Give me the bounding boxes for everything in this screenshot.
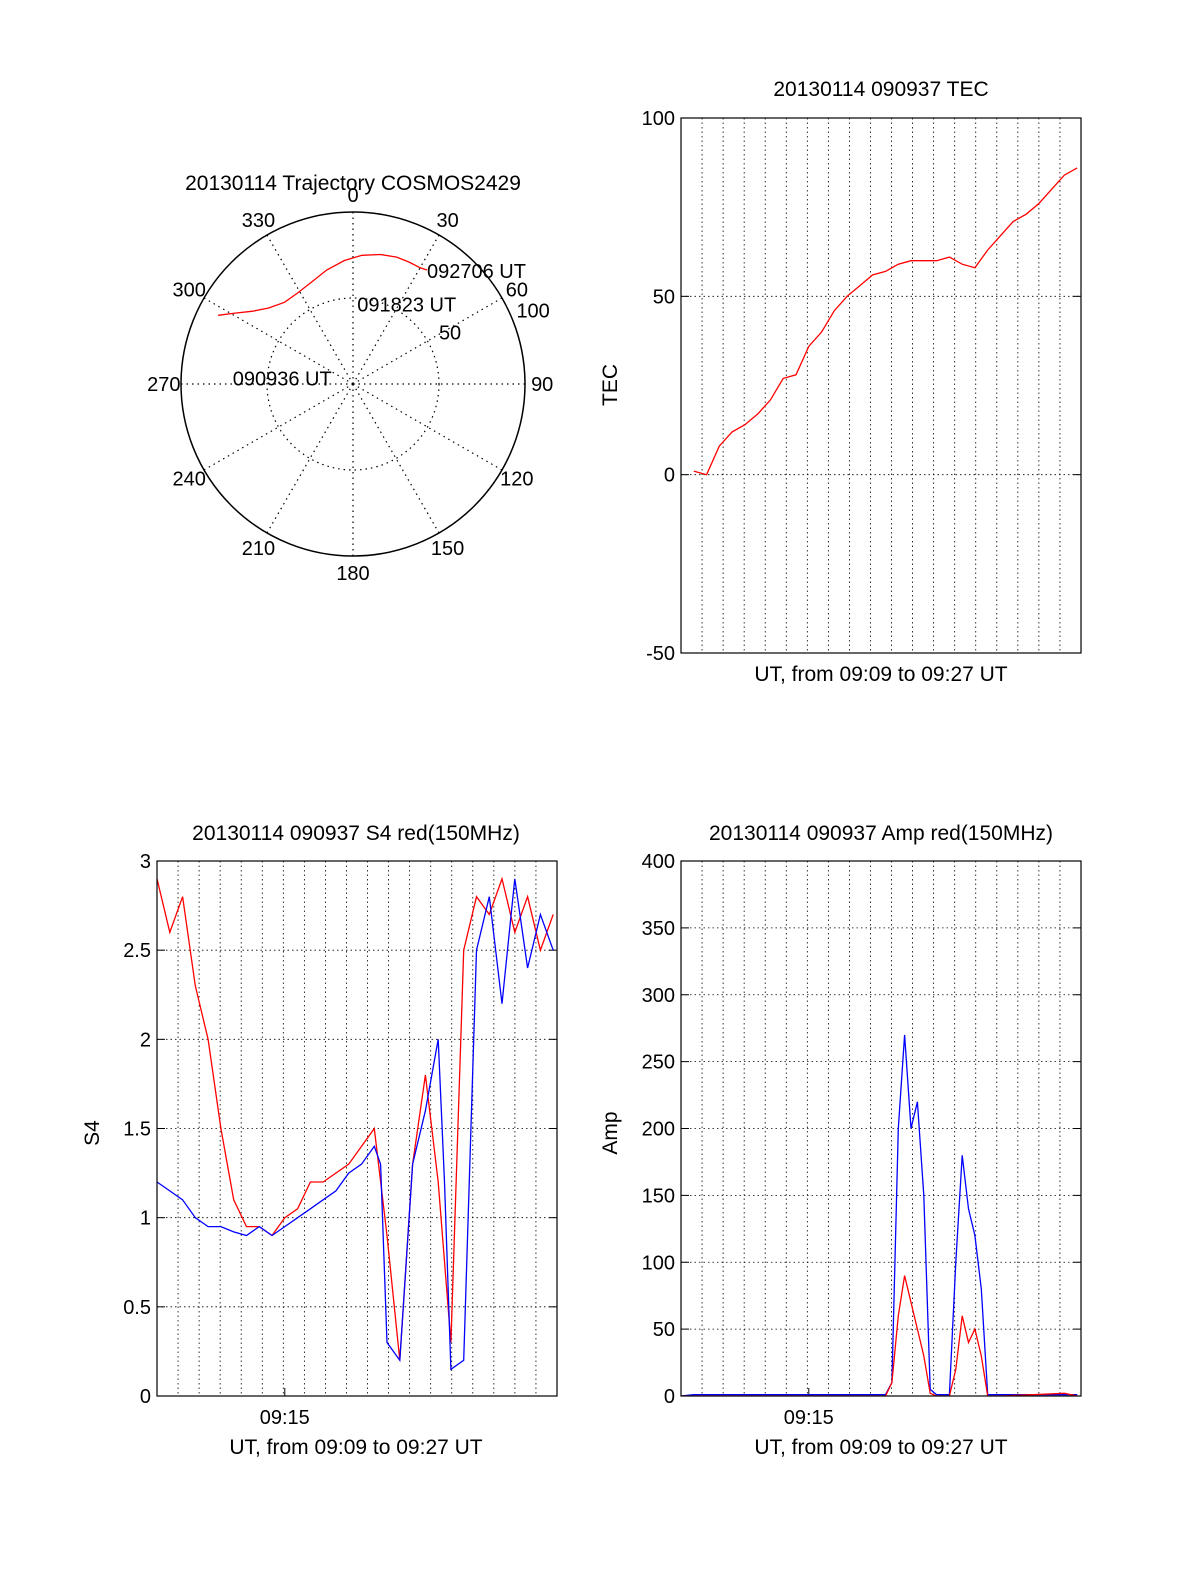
polar-spoke [352,297,503,385]
y-tick-label: 200 [642,1119,675,1141]
s4-ylabel: S4 [81,1120,104,1146]
polar-trajectory-line [218,253,428,316]
polar-azimuth-label: 30 [436,210,458,232]
amp-ylabel: Amp [599,1111,622,1154]
polar-inner-circle [266,297,440,471]
y-tick-label: 1 [140,1208,151,1230]
y-tick-label: 150 [642,1185,675,1207]
polar-azimuth-label: 180 [336,563,369,585]
y-tick-label: 50 [653,286,675,308]
polar-spoke [266,383,354,534]
y-tick-label: 400 [642,851,675,873]
y-tick-label: 350 [642,918,675,940]
y-tick-label: 2 [140,1029,151,1051]
y-tick-label: 0 [664,1386,675,1408]
polar-azimuth-label: 270 [147,374,180,396]
tec-title: 20130114 090937 TEC [773,78,988,101]
series-line [681,1034,1078,1396]
y-tick-label: 1.5 [123,1119,151,1141]
series-line [157,876,554,1361]
y-tick-label: 100 [642,1252,675,1274]
tec-panel: 20130114 090937 TEC UT, from 09:09 to 09… [599,78,1082,686]
s4-panel: 20130114 090937 S4 red(150MHz) UT, from … [81,822,558,1459]
polar-azimuth-label: 150 [431,538,464,560]
polar-time-annotation: 090936 UT [233,369,332,391]
s4-title: 20130114 090937 S4 red(150MHz) [192,822,520,845]
polar-azimuth-label: 0 [347,185,358,207]
plot-frame [680,860,1082,1397]
polar-radial-label: 50 [439,323,461,345]
x-tick-label: 09:15 [260,1407,310,1429]
polar-azimuth-label: 120 [500,469,533,491]
y-tick-label: -50 [646,643,675,665]
series-line [693,167,1078,476]
amp-xlabel: UT, from 09:09 to 09:27 UT [754,1436,1007,1459]
y-tick-label: 0 [140,1386,151,1408]
polar-azimuth-label: 210 [242,538,275,560]
y-tick-label: 100 [642,108,675,130]
polar-azimuth-label: 60 [506,279,528,301]
amp-panel: 20130114 090937 Amp red(150MHz) UT, from… [599,822,1082,1459]
polar-spoke [266,234,354,385]
y-tick-label: 250 [642,1052,675,1074]
polar-trajectory-panel: 20130114 Trajectory COSMOS2429 0 30 60 90 12… [147,172,553,585]
amp-title: 20130114 090937 Amp red(150MHz) [709,822,1053,845]
polar-spoke [203,297,354,385]
tec-ylabel: TEC [599,364,622,406]
polar-spoke [352,234,440,385]
polar-radial-label: 100 [516,300,549,322]
polar-time-annotation: 092706 UT [427,261,526,283]
y-tick-label: 50 [653,1319,675,1341]
polar-azimuth-label: 240 [172,469,205,491]
polar-title: 20130114 Trajectory COSMOS2429 [185,172,521,195]
polar-spoke [352,383,503,471]
polar-azimuth-label: 300 [172,279,205,301]
polar-time-annotation: 091823 UT [357,294,456,316]
polar-azimuth-label: 90 [531,374,553,396]
y-tick-label: 3 [140,851,151,873]
y-tick-label: 0.5 [123,1297,151,1319]
y-tick-label: 2.5 [123,940,151,962]
series-line [157,878,554,1371]
s4-xlabel: UT, from 09:09 to 09:27 UT [229,1436,482,1459]
polar-spoke [203,383,354,471]
x-tick-label: 09:15 [784,1407,834,1429]
polar-azimuth-label: 330 [242,210,275,232]
y-tick-label: 300 [642,985,675,1007]
plot-frame [680,117,1082,654]
tec-xlabel: UT, from 09:09 to 09:27 UT [754,663,1007,686]
y-tick-label: 0 [664,465,675,487]
polar-spoke [352,383,440,534]
plot-frame [156,860,558,1397]
series-line [681,1275,1078,1396]
